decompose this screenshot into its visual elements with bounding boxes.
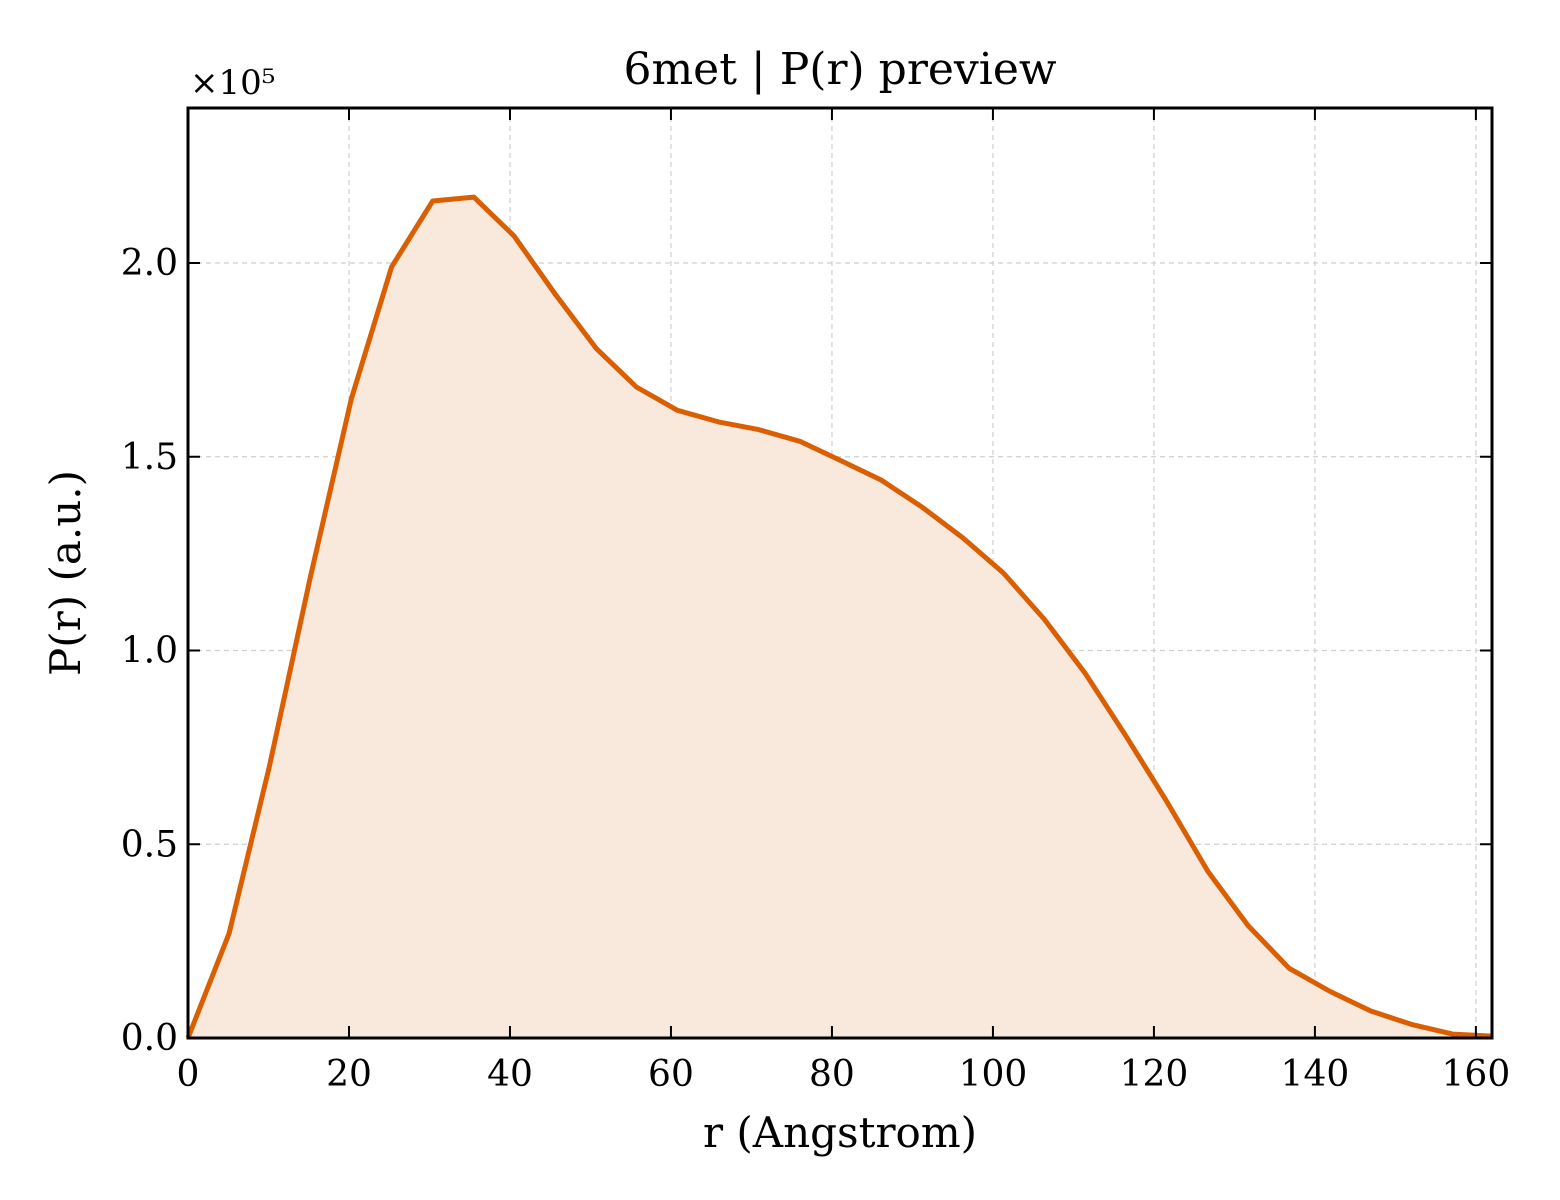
series-line: [185, 194, 1493, 1039]
x-axis-label: r (Angstrom): [703, 1108, 977, 1157]
area-fill: [188, 197, 1492, 1039]
x-tick-label: 0: [177, 1054, 200, 1095]
x-tick-label: 100: [959, 1054, 1028, 1095]
x-tick-label: 40: [487, 1054, 533, 1095]
y-tick-label: 1.0: [121, 631, 178, 672]
plot-frame: [186, 106, 1494, 1040]
y-axis-label: P(r) (a.u.): [41, 470, 90, 676]
x-tick-label: 80: [809, 1054, 855, 1095]
x-tick-label: 20: [326, 1054, 372, 1095]
chart-title: 6met | P(r) preview: [623, 44, 1056, 95]
y-tick-label: 2.0: [121, 243, 178, 284]
x-tick-label: 60: [648, 1054, 694, 1095]
y-tick-label: 0.5: [121, 824, 178, 865]
x-tick-label: 120: [1120, 1054, 1189, 1095]
y-tick-label: 1.5: [121, 437, 178, 478]
axis-ticks: 0 20 40 60 80 100 120 140 160 0.0 0.5 1.0 1.5 2.0: [121, 108, 1511, 1095]
x-tick-label: 140: [1281, 1054, 1350, 1095]
y-tick-label: 0.0: [121, 1018, 178, 1059]
y-axis-multiplier: ×10⁵: [190, 63, 275, 103]
x-tick-label: 160: [1442, 1054, 1511, 1095]
